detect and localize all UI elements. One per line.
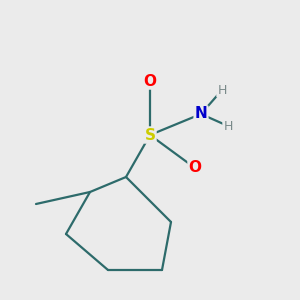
Text: S: S [145, 128, 155, 142]
Text: O: O [143, 74, 157, 88]
Text: H: H [217, 83, 227, 97]
Text: H: H [223, 119, 233, 133]
Text: O: O [188, 160, 202, 175]
Text: N: N [195, 106, 207, 122]
